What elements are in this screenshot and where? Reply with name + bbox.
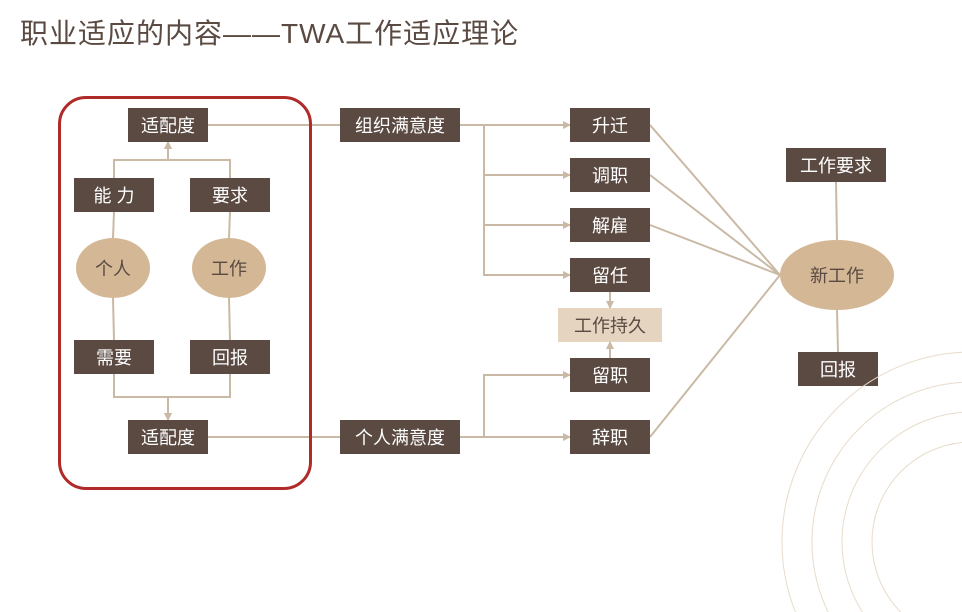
node-reward2: 回报 <box>798 352 878 386</box>
node-job_req: 工作要求 <box>786 148 886 182</box>
node-transfer: 调职 <box>570 158 650 192</box>
node-ind_sat: 个人满意度 <box>340 420 460 454</box>
node-quit: 辞职 <box>570 420 650 454</box>
node-promote: 升迁 <box>570 108 650 142</box>
node-retain: 留任 <box>570 258 650 292</box>
node-new_job: 新工作 <box>780 240 894 310</box>
node-tenure: 工作持久 <box>558 308 662 342</box>
red-ring <box>58 96 312 490</box>
node-org_sat: 组织满意度 <box>340 108 460 142</box>
node-fire: 解雇 <box>570 208 650 242</box>
node-stay: 留职 <box>570 358 650 392</box>
